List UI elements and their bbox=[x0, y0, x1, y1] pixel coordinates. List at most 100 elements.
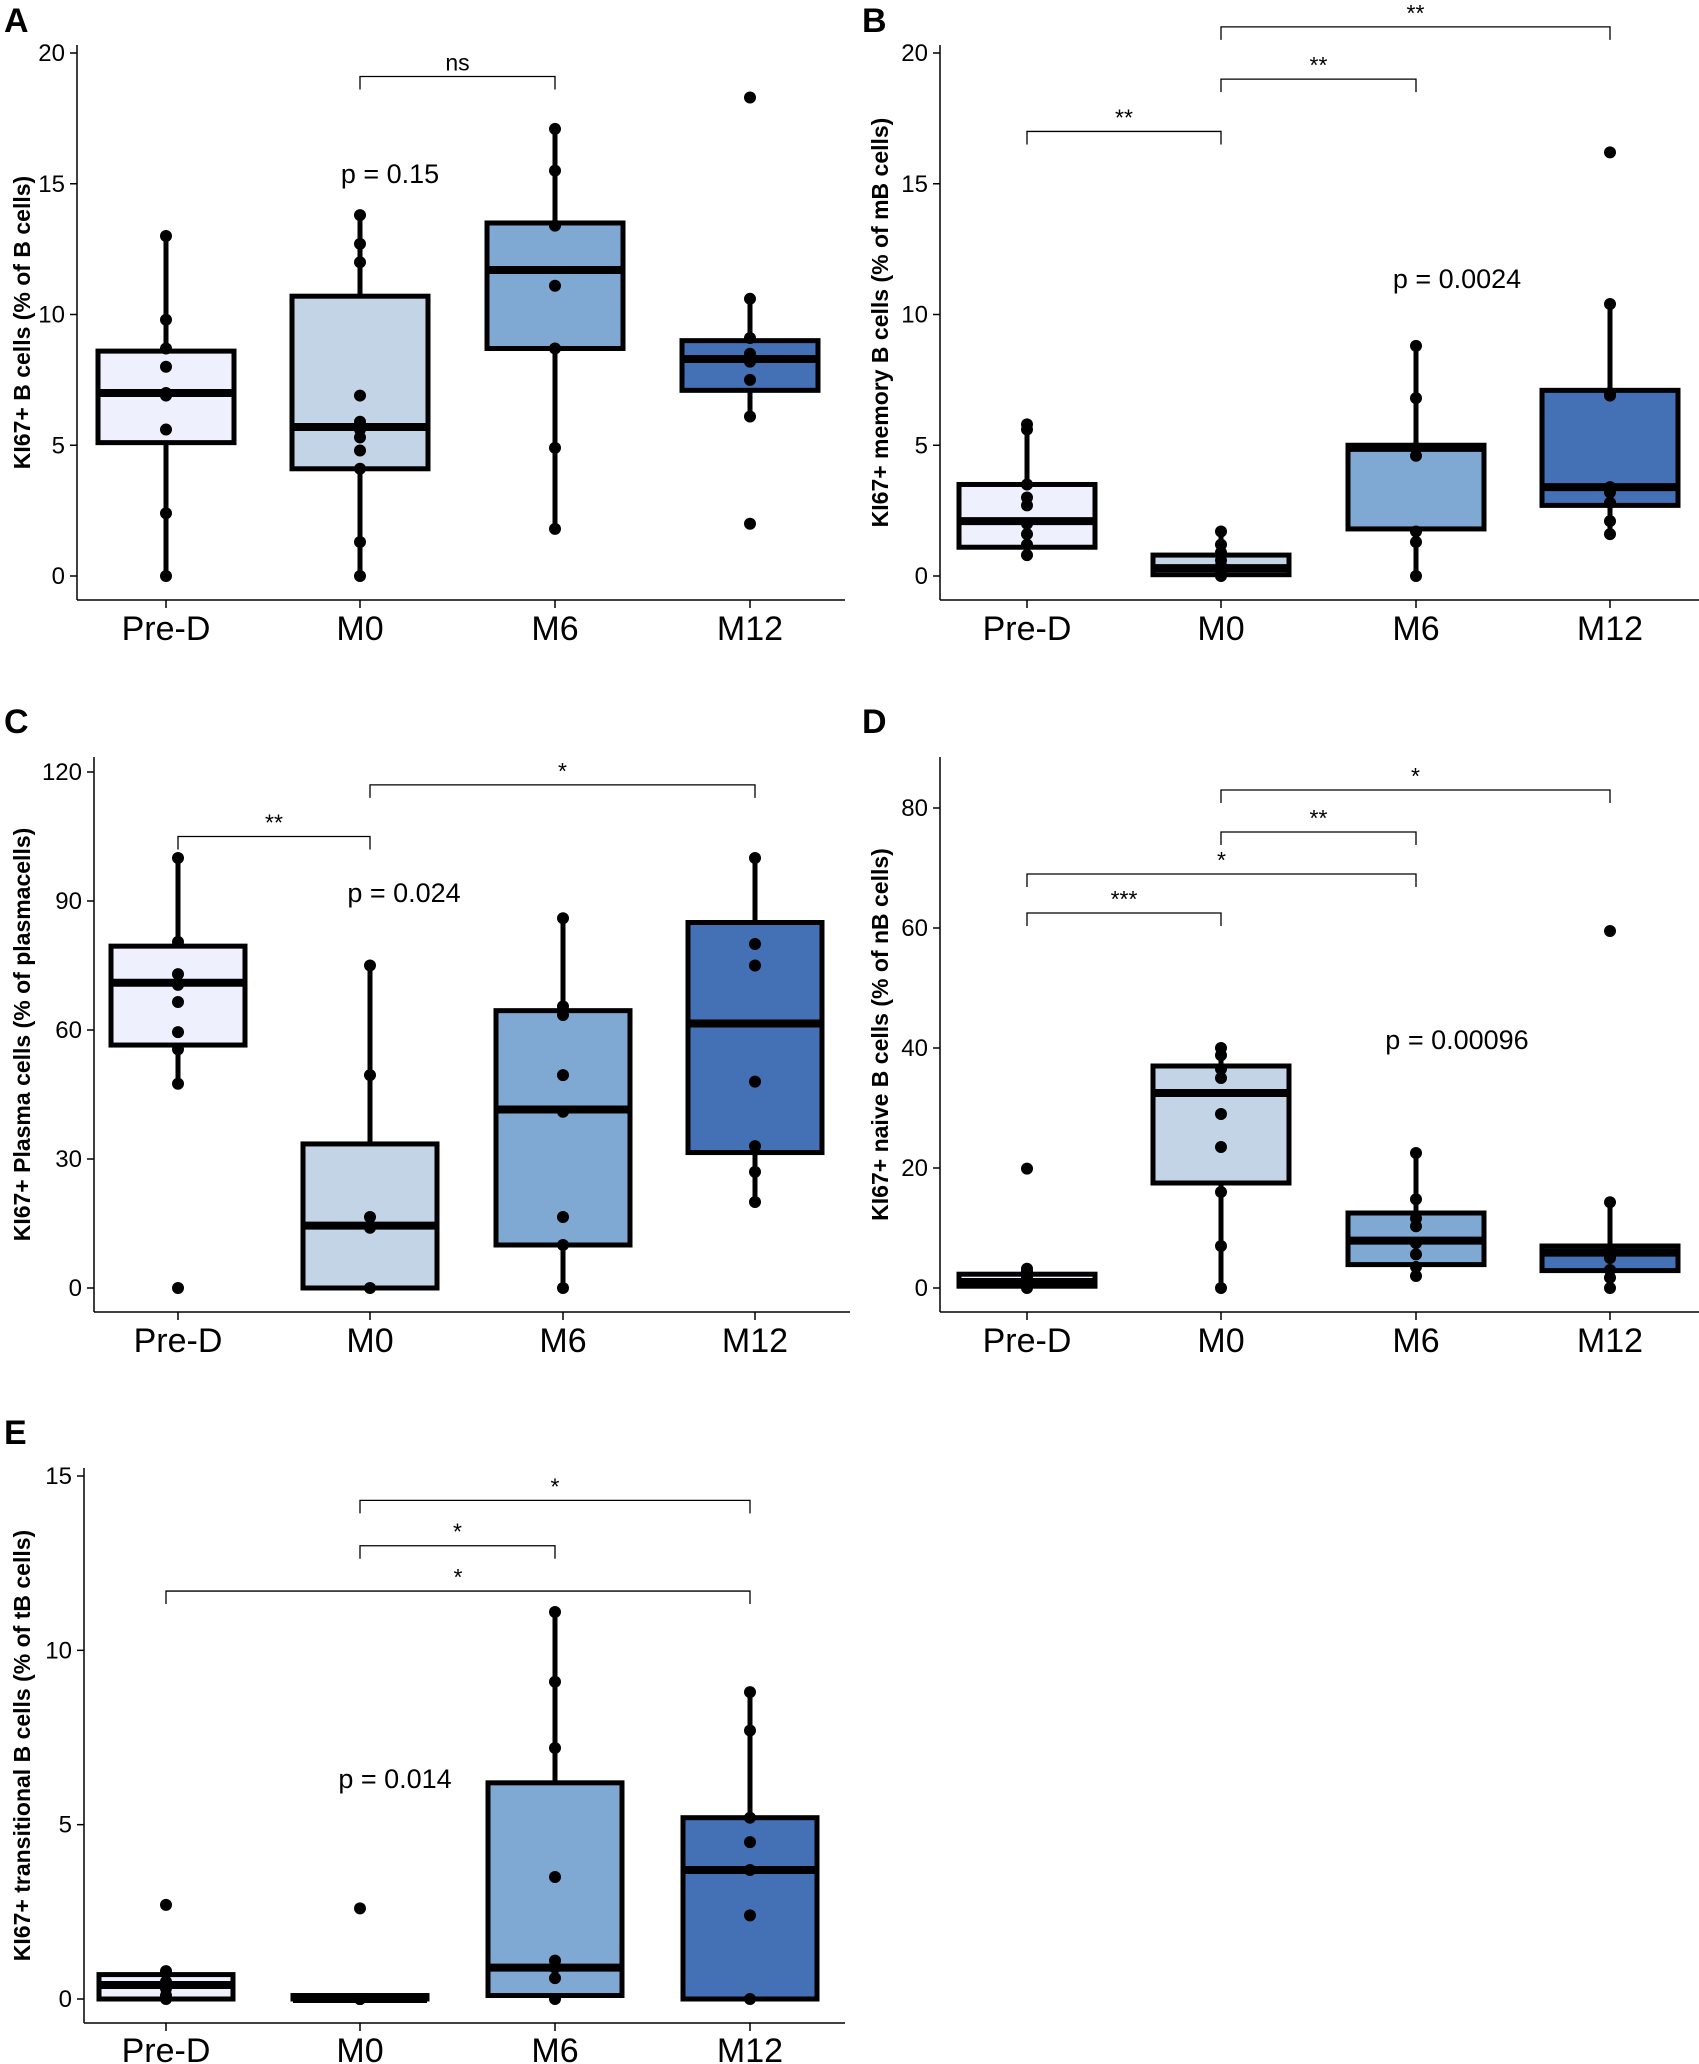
data-point bbox=[1604, 481, 1616, 494]
data-point bbox=[1215, 1072, 1227, 1084]
data-point bbox=[364, 1211, 376, 1224]
y-tick-label: 20 bbox=[901, 1155, 928, 1182]
data-point bbox=[1604, 1243, 1616, 1255]
data-point bbox=[354, 1902, 366, 1915]
p-value-label: p = 0.00096 bbox=[1385, 1025, 1528, 1055]
data-point bbox=[172, 968, 184, 981]
data-point bbox=[1604, 496, 1616, 509]
significance-bracket bbox=[1220, 26, 1611, 40]
x-tick-label: M6 bbox=[1392, 1322, 1439, 1360]
data-point bbox=[557, 1282, 569, 1294]
data-point bbox=[1215, 1186, 1227, 1198]
x-tick-label: Pre-D bbox=[983, 1322, 1072, 1360]
data-point bbox=[1410, 392, 1422, 405]
significance-bracket bbox=[1220, 789, 1611, 803]
significance-label: * bbox=[1217, 847, 1226, 873]
data-point bbox=[172, 852, 184, 864]
p-value-label: p = 0.014 bbox=[338, 1764, 451, 1794]
y-axis-title: KI67+ B cells (% of B cells) bbox=[9, 176, 35, 469]
data-point bbox=[549, 1870, 561, 1883]
panel-B: B 0 5 10 15 20 KI67+ memory B cells (% of mB c… bbox=[862, 0, 1699, 648]
y-tick-label: 10 bbox=[38, 302, 65, 329]
panel-letter: A bbox=[4, 2, 29, 40]
data-point bbox=[557, 1105, 569, 1118]
y-axis-title: KI67+ Plasma cells (% of plasmacells) bbox=[9, 828, 35, 1242]
data-point bbox=[1410, 536, 1422, 549]
y-tick-label: 5 bbox=[52, 432, 65, 459]
significance-label: ** bbox=[265, 810, 283, 836]
data-point bbox=[172, 996, 184, 1009]
x-tick-label: M0 bbox=[1197, 610, 1244, 648]
data-point bbox=[1604, 1282, 1616, 1294]
data-point bbox=[354, 570, 366, 582]
significance-bracket bbox=[165, 1590, 751, 1605]
data-point bbox=[549, 1954, 561, 1967]
x-tick-label: M12 bbox=[1577, 1322, 1643, 1360]
data-point bbox=[1021, 549, 1033, 562]
p-value-label: p = 0.15 bbox=[341, 159, 439, 189]
data-point bbox=[1410, 1237, 1422, 1249]
data-point bbox=[172, 1282, 184, 1294]
data-point bbox=[160, 342, 172, 355]
data-point bbox=[354, 462, 366, 475]
y-tick-label: 40 bbox=[901, 1035, 928, 1062]
x-tick-label: Pre-D bbox=[122, 2032, 211, 2064]
significance-label: * bbox=[453, 1519, 462, 1545]
data-point bbox=[160, 313, 172, 326]
x-tick-label: M0 bbox=[1197, 1322, 1244, 1360]
significance-bracket bbox=[369, 784, 756, 798]
significance-label: * bbox=[551, 1473, 560, 1499]
data-point bbox=[744, 91, 756, 104]
data-point bbox=[744, 1724, 756, 1737]
data-point bbox=[749, 1196, 761, 1208]
significance-label: ** bbox=[1115, 104, 1133, 130]
data-point bbox=[1604, 146, 1616, 159]
data-point bbox=[1410, 1248, 1422, 1261]
data-point bbox=[1604, 1196, 1616, 1209]
data-point bbox=[549, 279, 561, 292]
x-tick-label: M12 bbox=[717, 2032, 783, 2064]
data-point bbox=[172, 1077, 184, 1090]
data-point bbox=[354, 209, 366, 222]
data-point bbox=[1021, 1162, 1033, 1175]
data-point bbox=[549, 342, 561, 355]
y-tick-label: 60 bbox=[901, 915, 928, 942]
y-tick-label: 0 bbox=[59, 1986, 72, 2013]
x-tick-label: Pre-D bbox=[983, 610, 1072, 648]
data-point bbox=[1604, 1264, 1616, 1276]
data-point bbox=[160, 507, 172, 520]
data-point bbox=[744, 517, 756, 530]
data-point bbox=[354, 444, 366, 457]
data-point bbox=[744, 1686, 756, 1699]
x-tick-label: M12 bbox=[717, 610, 783, 648]
data-point bbox=[744, 292, 756, 305]
significance-label: * bbox=[558, 758, 567, 784]
data-point bbox=[160, 230, 172, 243]
data-point bbox=[1410, 1212, 1422, 1225]
box-M12 bbox=[685, 920, 825, 1156]
box-M6 bbox=[493, 1008, 633, 1248]
data-point bbox=[749, 1075, 761, 1088]
data-point bbox=[364, 959, 376, 972]
significance-bracket bbox=[1026, 873, 1417, 887]
data-point bbox=[1410, 525, 1422, 538]
data-point bbox=[549, 164, 561, 177]
y-tick-label: 0 bbox=[69, 1275, 82, 1302]
data-point bbox=[172, 1026, 184, 1039]
panel-E: E 0 5 10 15 KI67+ transitional B cells (% of … bbox=[4, 1414, 845, 2064]
y-tick-label: 10 bbox=[45, 1637, 72, 1664]
data-point bbox=[160, 1975, 172, 1988]
data-point bbox=[1604, 386, 1616, 399]
y-axis-title: KI67+ naive B cells (% of nB cells) bbox=[867, 848, 893, 1221]
data-point bbox=[557, 1211, 569, 1224]
data-point bbox=[354, 256, 366, 269]
data-point bbox=[557, 1069, 569, 1082]
data-point bbox=[744, 1909, 756, 1922]
data-point bbox=[744, 1993, 756, 2005]
y-axis-title: KI67+ memory B cells (% of mB cells) bbox=[867, 118, 893, 528]
y-tick-label: 5 bbox=[59, 1812, 72, 1839]
data-point bbox=[549, 522, 561, 535]
data-point bbox=[1215, 1042, 1227, 1054]
y-tick-label: 30 bbox=[55, 1146, 82, 1173]
